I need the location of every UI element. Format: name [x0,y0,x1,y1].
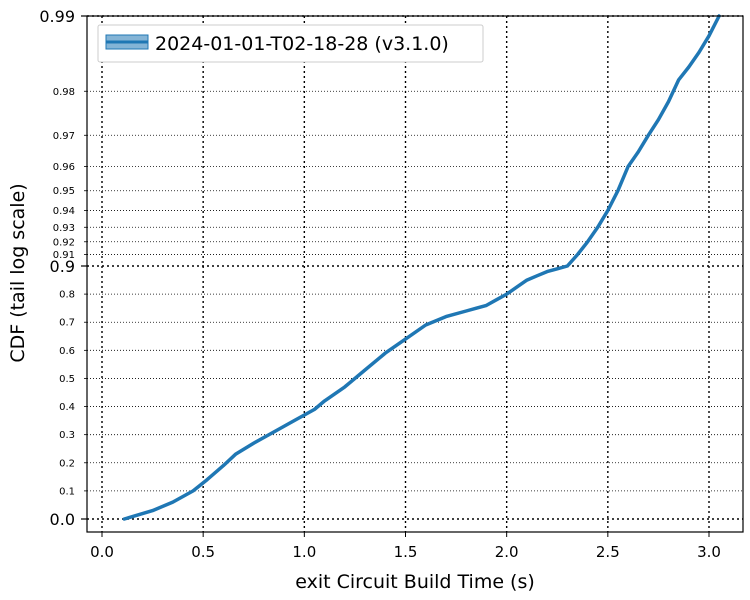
y-minor-tick-label: 0.92 [53,237,75,248]
x-axis-label: exit Circuit Build Time (s) [295,571,535,593]
y-axis-ticks: 0.1 0.2 0.3 0.4 0.5 0.6 0.7 0.8 0.91 0.92 0.93 0.94… [39,7,87,529]
y-minor-tick-label: 0.5 [59,374,75,385]
y-major-tick-label: 0.0 [50,510,75,529]
y-major-tick-label: 0.99 [39,7,75,26]
legend: 2024-01-01-T02-18-28 (v3.1.0) [97,24,484,63]
y-minor-tick-label: 0.97 [53,131,75,142]
x-tick-label: 3.0 [697,543,721,561]
y-minor-tick-label: 0.8 [59,290,75,301]
y-minor-tick-label: 0.6 [59,346,75,357]
x-tick-label: 1.0 [292,543,316,561]
legend-frame [97,24,484,63]
series-line [122,14,721,521]
x-tick-label: 2.5 [596,543,620,561]
x-tick-label: 2.0 [495,543,519,561]
y-axis-label: CDF (tail log scale) [7,183,29,362]
y-minor-tick-label: 0.7 [59,318,75,329]
y-minor-tick-label: 0.4 [59,402,75,413]
x-axis-ticks: 0.0 0.5 1.0 1.5 2.0 2.5 3.0 [90,532,721,561]
plot-frame [86,15,744,533]
y-minor-tick-label: 0.91 [53,250,75,261]
legend-label: 2024-01-01-T02-18-28 (v3.1.0) [155,33,449,55]
y-minor-tick-label: 0.93 [53,223,75,234]
grid-lines [87,15,743,532]
y-minor-tick-label: 0.95 [53,186,75,197]
y-minor-tick-label: 0.96 [53,162,75,173]
y-minor-tick-label: 0.2 [59,458,75,469]
y-major-tick-label: 0.9 [50,257,75,276]
x-tick-label: 0.5 [191,543,215,561]
y-minor-tick-label: 0.98 [53,87,75,98]
y-minor-tick-label: 0.3 [59,430,75,441]
x-tick-label: 1.5 [394,543,418,561]
y-minor-tick-label: 0.94 [53,206,75,217]
x-tick-label: 0.0 [90,543,114,561]
series-layer [122,14,721,521]
y-minor-tick-label: 0.1 [59,486,75,497]
